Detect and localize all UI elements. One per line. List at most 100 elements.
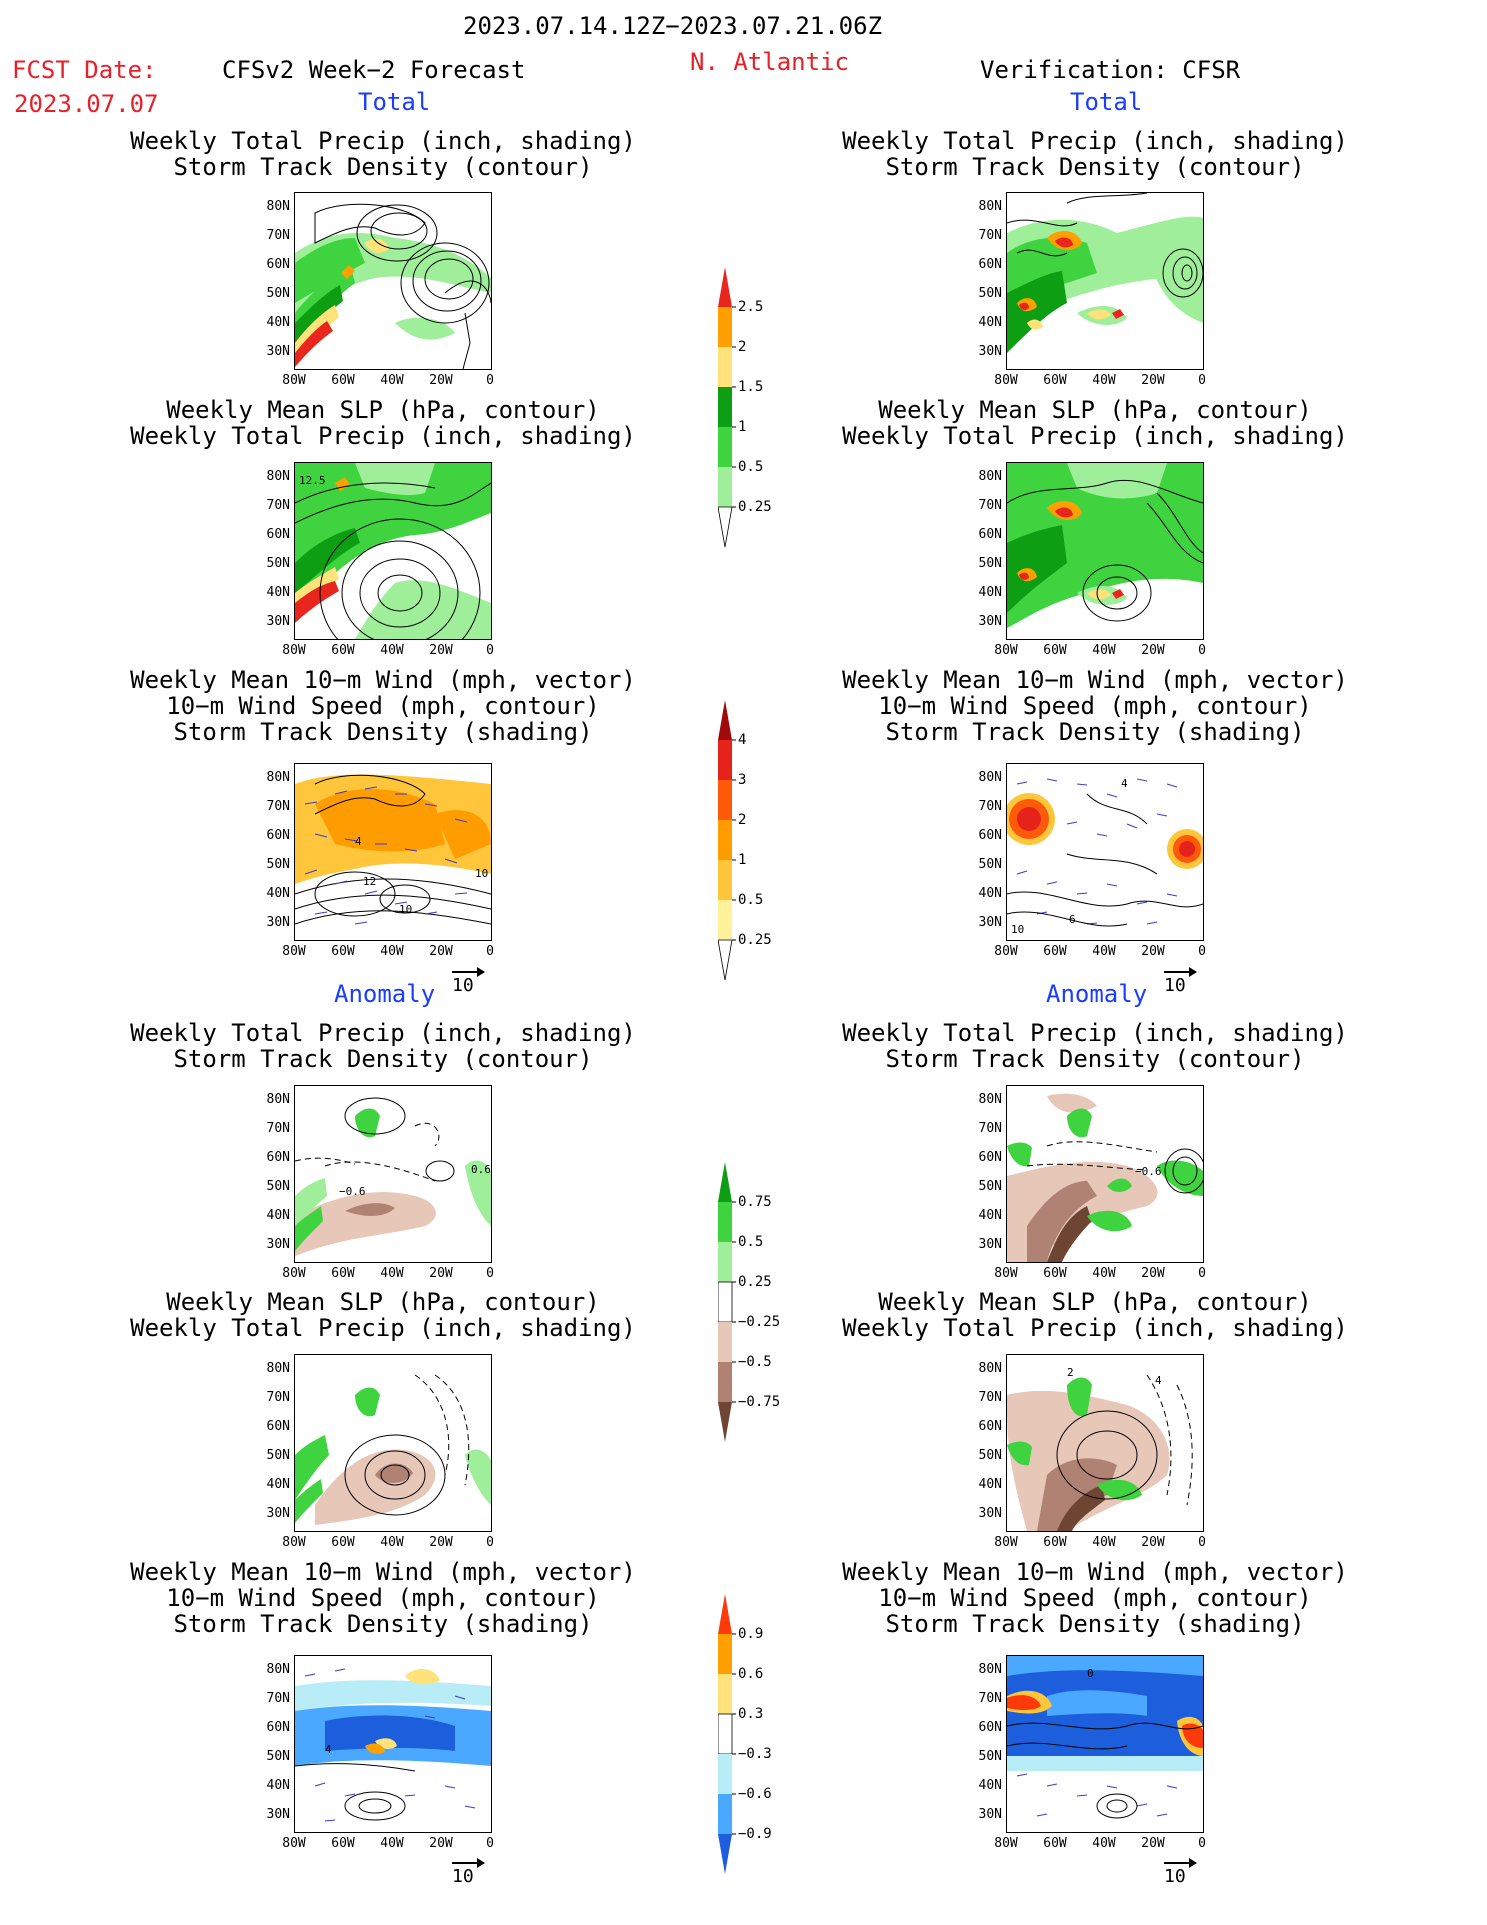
lon-tick-label: 40W xyxy=(380,643,404,658)
lat-tick-label: 70N xyxy=(978,1390,1002,1405)
colorbar-label: 0.3 xyxy=(738,1706,764,1722)
lat-tick-label: 50N xyxy=(266,556,290,571)
title-line-1: Weekly Mean SLP (hPa, contour) xyxy=(166,396,600,424)
colorbar-label: 0.25 xyxy=(738,499,772,515)
vector-scale-total-fcst: 10 xyxy=(452,967,485,996)
lon-tick-label: 80W xyxy=(994,1266,1018,1281)
lon-tick-label: 40W xyxy=(380,944,404,959)
lat-tick-label: 60N xyxy=(266,1150,290,1165)
lat-tick-label: 70N xyxy=(266,228,290,243)
vector-arrow xyxy=(1164,1858,1197,1868)
lat-tick-label: 80N xyxy=(978,1662,1002,1677)
lon-tick-label: 40W xyxy=(1092,1266,1116,1281)
contour-label: 4 xyxy=(1155,1374,1162,1387)
title-line-1: Weekly Mean 10−m Wind (mph, vector) xyxy=(842,1558,1348,1586)
lon-tick-label: 40W xyxy=(380,1535,404,1550)
model-title: CFSv2 Week−2 Forecast xyxy=(222,56,526,84)
colorbar-segment xyxy=(718,387,732,427)
lat-tick-label: 60N xyxy=(266,257,290,272)
vector-arrow xyxy=(452,1858,485,1868)
lon-tick-label: 80W xyxy=(994,1535,1018,1550)
contour-label: 4 xyxy=(355,835,362,848)
lat-tick-label: 80N xyxy=(266,199,290,214)
lon-tick-label: 20W xyxy=(429,944,453,959)
contour-label: 10 xyxy=(399,903,413,916)
lon-tick-label: 20W xyxy=(429,1535,453,1550)
title-line-2: Weekly Total Precip (inch, shading) xyxy=(130,1314,636,1342)
lat-tick-label: 70N xyxy=(266,1121,290,1136)
lon-tick-label: 60W xyxy=(331,643,355,658)
lat-tick-label: 40N xyxy=(978,1208,1002,1223)
verification-title: Verification: CFSR xyxy=(980,56,1241,84)
lon-tick-label: 40W xyxy=(1092,643,1116,658)
lat-tick-label: 30N xyxy=(978,1807,1002,1822)
lat-tick-label: 70N xyxy=(266,1390,290,1405)
lat-tick-label: 60N xyxy=(266,1720,290,1735)
lon-tick-label: 40W xyxy=(380,1266,404,1281)
lat-tick-label: 30N xyxy=(266,1506,290,1521)
colorbar-segment xyxy=(718,1362,732,1402)
colorbar-segment xyxy=(718,820,732,860)
colorbar-label: 4 xyxy=(738,732,747,748)
map-wind-track-total-verif: 4 6 10 xyxy=(1006,763,1204,941)
lat-tick-label: 60N xyxy=(978,257,1002,272)
vector-scale-label: 10 xyxy=(1164,1866,1186,1887)
vector-scale-label: 10 xyxy=(452,975,474,996)
title-line-2: Weekly Total Precip (inch, shading) xyxy=(130,422,636,450)
vector-scale-anom-verif: 10 xyxy=(1164,1858,1197,1887)
title-precip-track-total-fcst: Weekly Total Precip (inch, shading) Storm… xyxy=(98,128,668,180)
title-line-2: 10−m Wind Speed (mph, contour) xyxy=(878,1584,1312,1612)
colorbar-label: 0.5 xyxy=(738,892,764,908)
map-graphic xyxy=(1007,1656,1203,1819)
contour-label: 10 xyxy=(475,867,489,880)
colorbar-label: 2.5 xyxy=(738,299,764,315)
lon-tick-label: 60W xyxy=(1043,944,1067,959)
lat-tick-label: 50N xyxy=(266,1448,290,1463)
lon-tick-label: 40W xyxy=(1092,1535,1116,1550)
colorbar-label: 2 xyxy=(738,812,747,828)
title-line-1: Weekly Mean 10−m Wind (mph, vector) xyxy=(130,666,636,694)
lon-tick-label: 0 xyxy=(486,1535,494,1550)
lon-tick-label: 20W xyxy=(429,1266,453,1281)
lon-tick-label: 20W xyxy=(429,373,453,388)
title-line-1: Weekly Mean 10−m Wind (mph, vector) xyxy=(130,1558,636,1586)
region-title: N. Atlantic xyxy=(690,48,849,76)
contour-label: 10 xyxy=(1011,923,1025,936)
lat-tick-label: 30N xyxy=(978,915,1002,930)
lat-tick-label: 30N xyxy=(266,344,290,359)
title-precip-track-anom-fcst: Weekly Total Precip (inch, shading) Storm… xyxy=(98,1020,668,1072)
lon-tick-label: 40W xyxy=(1092,373,1116,388)
colorbar-segment xyxy=(718,1202,732,1242)
lat-tick-label: 30N xyxy=(978,1506,1002,1521)
lon-tick-label: 20W xyxy=(429,643,453,658)
map-precip-track-anom-fcst: −0.6 0.6 xyxy=(294,1085,492,1263)
colorbar-label: 0.5 xyxy=(738,1234,764,1250)
colorbar-segment xyxy=(718,1242,732,1282)
lat-tick-label: 50N xyxy=(978,1179,1002,1194)
colorbar-label: −0.6 xyxy=(738,1786,772,1802)
map-slp-precip-anom-verif: 2 4 xyxy=(1006,1354,1204,1532)
lon-tick-label: 20W xyxy=(1141,1535,1165,1550)
colorbar-label: 2 xyxy=(738,339,747,355)
lat-tick-label: 30N xyxy=(266,1807,290,1822)
contour-label: 0.6 xyxy=(471,1163,491,1176)
title-line-2: Storm Track Density (contour) xyxy=(173,1045,593,1073)
colorbar-label: 1 xyxy=(738,419,747,435)
colorbar-segment xyxy=(718,506,733,548)
title-slp-precip-total-verif: Weekly Mean SLP (hPa, contour) Weekly Tot… xyxy=(810,397,1380,449)
map-slp-precip-total-fcst: 12.5 xyxy=(294,462,492,640)
lon-tick-label: 0 xyxy=(486,1836,494,1851)
lat-tick-label: 80N xyxy=(266,469,290,484)
contour-label: −0.6 xyxy=(1135,1165,1162,1178)
vector-arrow xyxy=(1164,967,1197,977)
colorbar-segment xyxy=(718,1594,732,1634)
lon-tick-label: 80W xyxy=(994,1836,1018,1851)
vector-scale-anom-fcst: 10 xyxy=(452,1858,485,1887)
map-graphic xyxy=(295,1097,491,1256)
colorbar-label: 0.25 xyxy=(738,1274,772,1290)
map-slp-precip-total-verif xyxy=(1006,462,1204,640)
title-line-3: Storm Track Density (shading) xyxy=(173,718,593,746)
title-line-1: Weekly Mean SLP (hPa, contour) xyxy=(166,1288,600,1316)
lat-tick-label: 70N xyxy=(978,1121,1002,1136)
colorbar-graphic xyxy=(718,700,736,981)
